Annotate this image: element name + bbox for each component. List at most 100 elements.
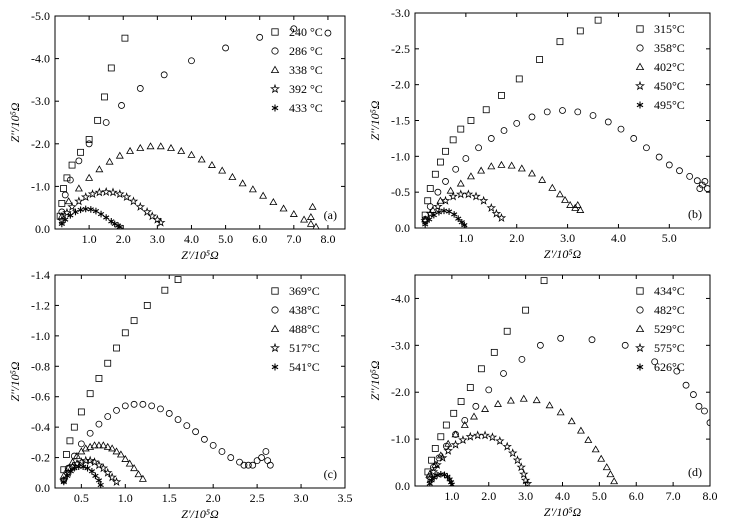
data-point [63, 451, 70, 458]
data-point [502, 441, 512, 451]
data-point [543, 108, 551, 116]
data-point [515, 75, 523, 83]
data-point [116, 450, 125, 458]
data-point [67, 201, 77, 211]
data-point [249, 461, 257, 469]
data-point [218, 448, 226, 455]
data-point [167, 143, 175, 151]
data-point [121, 402, 129, 410]
data-point [82, 205, 89, 213]
data-point [461, 221, 468, 228]
data-point [85, 173, 94, 181]
data-point [324, 29, 332, 37]
data-point [442, 421, 450, 429]
series-circle [58, 25, 332, 216]
data-point [113, 344, 120, 352]
panel-label: (a) [324, 208, 337, 222]
x-tick-label: 3.0 [150, 232, 165, 246]
y-tick-label: -2.0 [31, 137, 50, 151]
data-point [72, 451, 81, 459]
data-point [433, 471, 441, 479]
x-tick-label: 1.0 [444, 489, 459, 503]
data-point [87, 206, 94, 213]
data-point [70, 423, 78, 431]
data-point [475, 144, 482, 152]
series-star [425, 430, 533, 486]
data-point [472, 430, 483, 440]
y-tick-label: -1.5 [391, 114, 410, 128]
data-point [60, 478, 67, 486]
data-point [506, 396, 515, 404]
data-point [433, 201, 443, 211]
data-point [77, 408, 85, 416]
y-axis-label: Z''/10⁵Ω [8, 102, 22, 142]
x-tick-label: 6.0 [252, 232, 267, 246]
data-point [118, 102, 125, 109]
data-point [574, 108, 582, 116]
data-point [695, 402, 703, 410]
legend-marker [271, 363, 279, 371]
y-tick-label: -1.0 [391, 432, 410, 446]
x-tick-label: 4.0 [184, 232, 199, 246]
series-circle [421, 107, 710, 223]
data-point [428, 466, 439, 476]
data-point [548, 183, 557, 191]
data-point [103, 467, 113, 477]
data-point [698, 181, 706, 189]
data-point [466, 384, 474, 391]
data-point [68, 161, 76, 169]
data-point [165, 410, 173, 417]
data-point [104, 359, 112, 367]
data-point [448, 481, 456, 486]
data-point [566, 200, 575, 208]
data-point [606, 470, 615, 478]
x-axis-label: Z'/10⁵Ω [544, 247, 582, 261]
y-tick-label: 0.0 [35, 222, 50, 236]
data-point [493, 399, 502, 407]
data-point [258, 454, 265, 461]
legend-label: 286 °C [289, 44, 323, 58]
data-point [522, 478, 533, 486]
legend-marker [270, 342, 280, 353]
series-star [420, 189, 507, 225]
series-square [424, 277, 548, 476]
data-point [701, 407, 708, 415]
plot-frame [54, 274, 346, 489]
data-point [467, 117, 475, 124]
data-point [128, 196, 139, 206]
data-point [449, 136, 457, 144]
y-tick-label: -4.0 [31, 52, 50, 66]
data-point [500, 370, 507, 377]
data-point [103, 214, 110, 221]
data-point [94, 187, 105, 197]
data-point [105, 157, 114, 165]
x-tick-label: 7.0 [666, 489, 681, 503]
data-point [108, 187, 118, 197]
data-point [466, 172, 475, 180]
legend-marker [271, 104, 279, 112]
data-point [67, 467, 74, 475]
data-point [62, 216, 69, 223]
data-point [520, 475, 531, 485]
data-point [513, 119, 521, 127]
data-point [279, 204, 288, 212]
data-point [465, 431, 476, 441]
data-point [161, 286, 169, 294]
y-tick-label: -3.0 [391, 338, 410, 352]
data-point [60, 185, 67, 192]
x-tick-label: 7.0 [286, 232, 301, 246]
data-point [517, 164, 526, 172]
panel-label: (d) [688, 465, 702, 479]
data-point [485, 386, 493, 394]
data-point [576, 205, 585, 213]
data-point [690, 391, 697, 398]
legend-marker [636, 363, 644, 371]
legend-label: 529°C [654, 322, 685, 336]
data-point [498, 92, 505, 99]
x-tick-label: 3.0 [294, 491, 309, 505]
data-point [95, 375, 103, 382]
data-point [156, 142, 165, 150]
legend-marker [635, 80, 645, 91]
legend-marker [635, 342, 645, 353]
data-point [97, 481, 104, 488]
